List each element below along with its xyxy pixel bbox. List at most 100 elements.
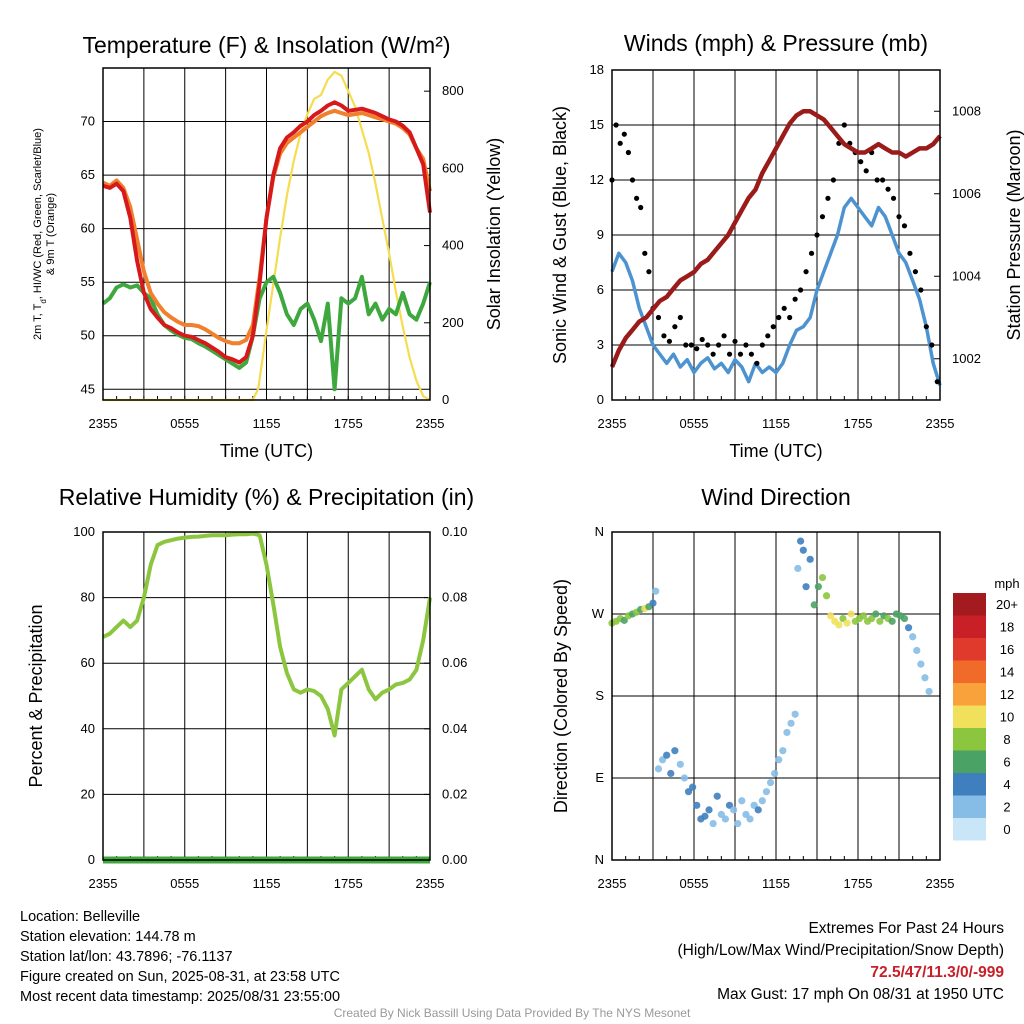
gust-point [716, 342, 722, 348]
gust-point [885, 186, 891, 192]
wind-direction-point [667, 769, 675, 778]
wind-direction-point [693, 801, 701, 809]
temperature-ytick-right-label: 600 [442, 160, 464, 175]
gust-point [642, 250, 648, 256]
humidity-xtick-label: 0555 [170, 876, 199, 891]
colorbar-label: 14 [1000, 665, 1014, 680]
gust-point [726, 351, 733, 357]
wind-direction-point [649, 599, 657, 607]
winds-ytick-label: 18 [590, 62, 604, 77]
gust-point [803, 269, 809, 275]
wind-direction-ylabel: Direction (Colored By Speed) [551, 579, 571, 813]
temperature-ytick-right-label: 800 [442, 83, 464, 98]
gust-point [830, 177, 837, 183]
wind-direction-point [762, 788, 771, 796]
gust-point [629, 177, 636, 183]
wind-direction-point [663, 751, 671, 759]
winds-xtick-label: 1155 [762, 416, 790, 431]
wind-direction-point [791, 710, 799, 718]
wind-direction-point [652, 587, 660, 595]
gust-point [634, 195, 640, 201]
wind_direction-ytick-label: E [595, 770, 604, 785]
wind-direction-title: Wind Direction [701, 484, 851, 510]
gust-point [688, 342, 694, 348]
gust-point [661, 333, 667, 339]
gust-point [759, 342, 765, 348]
wind_direction-ytick-label: S [595, 688, 604, 703]
wind-direction-point [799, 546, 807, 554]
wind_direction-xtick-label: 0555 [680, 876, 709, 891]
colorbar-swatch [953, 593, 986, 616]
colorbar-label: 4 [1003, 777, 1010, 792]
humidity-xtick-label: 1755 [334, 876, 363, 891]
station-elevation: Station elevation: 144.78 m [20, 929, 196, 945]
wind_direction-xtick-label: 2355 [598, 876, 627, 891]
colorbar-label: 16 [1000, 642, 1014, 657]
humidity-xtick-label: 2355 [89, 876, 118, 891]
colorbar-title: mph [994, 576, 1019, 591]
extremes-box: Extremes For Past 24 Hours (High/Low/Max… [678, 918, 1005, 1006]
temperature-ytick-right-label: 0 [442, 392, 449, 407]
temperature-ylabel-line: , HI/WC (Red, Green, Scarlet/Blue) [32, 128, 44, 299]
colorbar-label: 8 [1003, 732, 1010, 747]
colorbar-swatch [953, 728, 986, 751]
wind-direction-point [822, 592, 831, 600]
wind-direction-point [730, 806, 738, 814]
gust-point [858, 159, 864, 165]
winds-xlabel: Time (UTC) [729, 441, 822, 461]
wind-direction-point [888, 617, 896, 625]
wind-direction-point [794, 564, 802, 573]
wind-direction-point [775, 756, 783, 764]
gust-point [705, 342, 711, 348]
winds-ytick-label: 12 [590, 172, 604, 187]
max-gust: Max Gust: 17 mph On 08/31 at 1950 UTC [717, 986, 1004, 1003]
winds-ytick-right-label: 1002 [952, 351, 981, 366]
gust-point [699, 336, 705, 343]
wind-direction-point [921, 674, 929, 682]
winds-ytick-right-label: 1008 [952, 103, 981, 118]
temperature-ylabel-line: 2m T, T [32, 303, 44, 340]
winds-ytick-right-label: 1004 [952, 268, 981, 283]
gust-point [732, 338, 738, 344]
temperature-ylabel-line: & 9m T (Orange) [45, 193, 57, 275]
humidity-ytick-right-label: 0.00 [442, 852, 467, 867]
wind_direction-ytick-label: W [592, 606, 605, 621]
humidity-ytick-label: 40 [81, 721, 95, 736]
wind-direction-point [680, 774, 689, 782]
recent-timestamp: Most recent data timestamp: 2025/08/31 2… [20, 989, 341, 1005]
extremes-title: Extremes For Past 24 Hours [808, 920, 1004, 937]
colorbar-swatch [953, 683, 986, 706]
temperature-xlabel: Time (UTC) [220, 441, 313, 461]
wind-direction-point [904, 624, 913, 632]
wind-direction-point [802, 583, 810, 591]
wind_direction-border [611, 531, 941, 861]
gust-point [787, 314, 793, 321]
gust-point [781, 305, 787, 311]
winds-ytick-label: 6 [597, 282, 604, 297]
gust-point [765, 333, 771, 339]
gust-point [677, 314, 683, 321]
station-latlon: Station lat/lon: 43.7896; -76.1137 [20, 949, 233, 965]
gust-point [901, 223, 908, 229]
temperature-ytick-label: 45 [81, 381, 95, 396]
wind-direction-point [806, 555, 814, 563]
gust-point [737, 351, 744, 357]
temperature-ytick-label: 55 [81, 274, 95, 289]
colorbar-swatch [953, 818, 986, 841]
wind-direction-point [713, 792, 721, 800]
wind-speed-line [610, 196, 942, 386]
credit-line: Created By Nick Bassill Using Data Provi… [333, 1006, 691, 1020]
winds-ytick-label: 3 [597, 337, 604, 352]
colorbar-swatch [953, 638, 986, 661]
gust-point [638, 204, 644, 211]
wind-direction-point [671, 747, 679, 755]
humidity-ytick-label: 60 [81, 655, 95, 670]
humidity-xtick-label: 1155 [253, 876, 281, 891]
temperature-xtick-label: 1155 [253, 416, 281, 431]
wind_direction-ytick-label: N [595, 852, 604, 867]
humidity-ytick-label: 100 [73, 524, 95, 539]
winds-ytick-right-label: 1006 [952, 186, 981, 201]
colorbar-swatch [953, 660, 986, 683]
gust-point [819, 214, 826, 220]
gust-point [743, 342, 749, 348]
